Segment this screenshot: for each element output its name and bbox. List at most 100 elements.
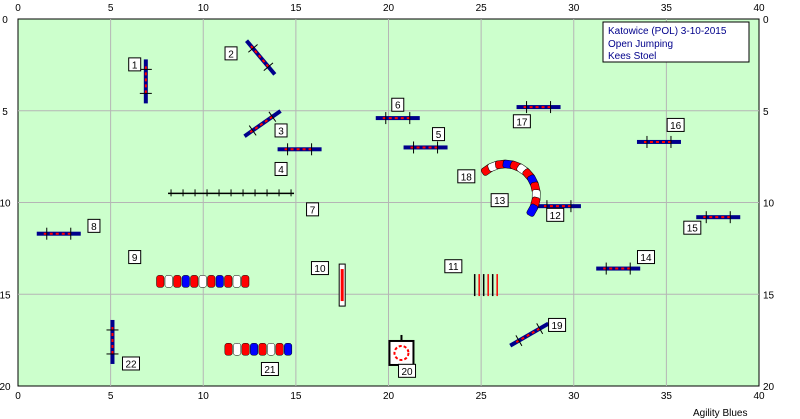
jump-2 [245,39,277,76]
obstacle-label-10: 10 [310,261,329,276]
x-tick-label-top: 40 [753,3,765,14]
jump-5 [403,141,448,154]
jump-22 [106,319,119,364]
obstacle-label-8: 8 [87,218,101,233]
obstacle-label-4: 4 [274,161,288,176]
x-tick-label-top: 5 [108,3,114,14]
tunnel-13 [480,159,541,217]
obstacle-label-11: 11 [444,259,463,274]
y-tick-label-right: 20 [763,382,775,393]
tunnel-segment [232,275,241,288]
jump-16 [636,135,681,148]
label-number: 8 [91,222,97,233]
tunnel-segment [241,275,250,288]
label-box [548,317,567,332]
label-box [274,161,288,176]
jump-bar [515,326,543,343]
x-axis-top: 0 5 10 15 20 25 30 35 40 [15,3,765,14]
label-box [683,220,702,235]
y-tick-label-right: 5 [763,107,769,118]
obstacle-label-13: 13 [490,193,509,208]
tunnel-segment [267,343,276,356]
obstacle-label-1: 1 [128,57,142,72]
x-tick-label-bottom: 35 [661,391,673,402]
label-number: 5 [436,130,442,141]
info-line-event: Katowice (POL) 3-10-2015 [608,26,727,37]
label-number: 18 [461,172,473,183]
jump-1 [139,59,152,104]
label-number: 1 [132,60,138,71]
obstacle-label-12: 12 [546,207,565,222]
tunnel-segment [215,275,224,288]
table-marker [393,344,410,361]
label-number: 21 [264,365,276,376]
tunnel-segment [156,275,165,288]
label-number: 11 [448,262,459,273]
obstacle-label-17: 17 [512,114,531,128]
tunnel-9 [156,275,250,288]
tunnel-segment [258,343,267,356]
x-tick-label-bottom: 5 [108,391,114,402]
label-number: 16 [670,121,682,132]
x-tick-label-top: 10 [198,3,210,14]
wall-7 [168,189,295,197]
x-tick-label-bottom: 10 [198,391,210,402]
obstacle-label-3: 3 [274,123,288,138]
label-number: 17 [516,117,528,128]
jump-3 [243,109,282,138]
tunnel-segment [233,343,242,356]
x-tick-label-top: 15 [290,3,302,14]
jump-10 [338,263,346,307]
tunnel-segment [173,275,182,288]
label-number: 6 [395,101,401,112]
label-number: 2 [228,49,234,60]
label-number: 14 [640,253,652,264]
label-number: 7 [310,205,316,216]
y-tick-label-left: 5 [2,107,8,118]
obstacle-label-19: 19 [548,317,567,332]
label-box [391,97,405,112]
label-box [274,123,288,138]
jump-post [268,111,277,122]
y-axis-right: 0 5 10 15 20 [763,15,775,393]
jump-post [248,125,257,136]
tunnel-segment [224,343,233,356]
label-number: 22 [125,359,137,370]
jump-17 [516,101,561,114]
tunnel-21 [224,343,293,356]
y-tick-label-left: 0 [2,15,8,26]
x-tick-label-bottom: 40 [753,391,765,402]
label-number: 20 [401,367,413,378]
tunnel-segment [224,275,233,288]
jump-post [515,335,523,347]
label-box [128,57,142,72]
obstacle-label-9: 9 [128,250,142,265]
label-number: 19 [552,321,564,332]
label-box [444,259,463,274]
x-axis-bottom: 0 5 10 15 20 25 30 35 40 [15,391,765,402]
tunnel-segment [250,343,259,356]
tunnel-segment [241,343,250,356]
y-tick-label-left: 10 [0,199,11,210]
label-box [666,117,685,132]
y-tick-label-right: 0 [763,15,769,26]
label-number: 9 [132,253,138,264]
tunnel-segment [198,275,207,288]
tunnel-segment [275,343,284,356]
label-box [310,261,329,276]
jump-15 [696,211,741,224]
label-box [490,193,509,208]
info-line-judge: Kees Stoel [608,51,656,62]
footer-credit: Agility Blues [693,408,747,419]
info-box-frame [602,21,750,63]
x-tick-label-bottom: 20 [383,391,395,402]
jump-bar [250,45,272,70]
label-box [398,363,417,378]
table-top [388,339,415,366]
obstacle-label-22: 22 [122,356,141,371]
label-box [87,218,101,233]
label-box [457,169,476,184]
x-tick-label-top: 25 [476,3,488,14]
jump-bar [249,114,276,134]
y-tick-label-right: 10 [763,199,775,210]
